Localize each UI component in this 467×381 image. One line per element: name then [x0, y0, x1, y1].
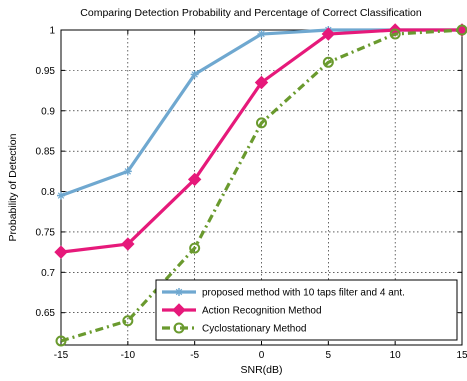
legend-label: Action Recognition Method — [202, 306, 322, 317]
legend-swatch-marker — [173, 322, 185, 334]
data-point — [123, 167, 132, 176]
legend: proposed method with 10 taps filter and … — [155, 279, 458, 341]
legend-swatch-marker — [172, 303, 186, 317]
data-point — [254, 75, 269, 90]
series-1 — [54, 23, 467, 259]
legend-item: Action Recognition Method — [162, 303, 322, 317]
data-point — [257, 30, 266, 39]
y-tick-label: 0.7 — [41, 268, 55, 279]
y-tick-label: 0.85 — [36, 147, 56, 158]
x-axis-label: SNR(dB) — [240, 364, 282, 376]
legend-label: proposed method with 10 taps filter and … — [202, 288, 405, 299]
y-tick-label: 1 — [49, 26, 55, 37]
x-tick-label: -10 — [121, 350, 136, 361]
data-point — [321, 27, 336, 41]
data-point — [322, 56, 334, 68]
y-tick-label: 0.95 — [36, 66, 56, 77]
data-point — [256, 117, 267, 129]
data-point — [57, 191, 65, 200]
x-tick-label: -15 — [54, 350, 69, 361]
y-tick-label: 0.8 — [41, 187, 55, 198]
series-line — [60, 28, 463, 343]
chart-title: Comparing Detection Probability and Perc… — [80, 7, 422, 19]
series-layer — [54, 23, 467, 347]
axis-ticks: -15 -10 -5 0 5 10 15 0.65 0.7 0.75 0.8 0.85 0.9 0.95 1 — [36, 26, 467, 362]
x-tick-label: 10 — [390, 350, 402, 361]
y-tick-label: 0.65 — [36, 308, 56, 319]
legend-item: proposed method with 10 taps filter and … — [162, 288, 405, 299]
y-tick-label: 0.75 — [36, 227, 56, 238]
legend-swatch-marker — [175, 288, 183, 296]
data-point — [54, 245, 68, 259]
data-point — [189, 242, 201, 254]
legend-label: Cyclostationary Method — [202, 324, 307, 335]
data-point — [122, 315, 134, 327]
legend-item: Cyclostationary Method — [162, 322, 307, 335]
x-tick-label: -5 — [190, 350, 199, 361]
x-tick-label: 15 — [456, 350, 467, 361]
y-axis-label: Probability of Detection — [7, 133, 19, 241]
series-0 — [57, 26, 466, 200]
x-tick-label: 0 — [259, 350, 265, 361]
x-tick-label: 5 — [326, 350, 332, 361]
data-point — [187, 172, 202, 187]
data-point — [121, 237, 135, 251]
data-point — [55, 335, 67, 347]
legend-box — [155, 279, 458, 341]
y-tick-label: 0.9 — [41, 106, 55, 117]
data-point — [389, 28, 401, 40]
data-point — [190, 70, 199, 79]
series-2 — [55, 24, 467, 347]
